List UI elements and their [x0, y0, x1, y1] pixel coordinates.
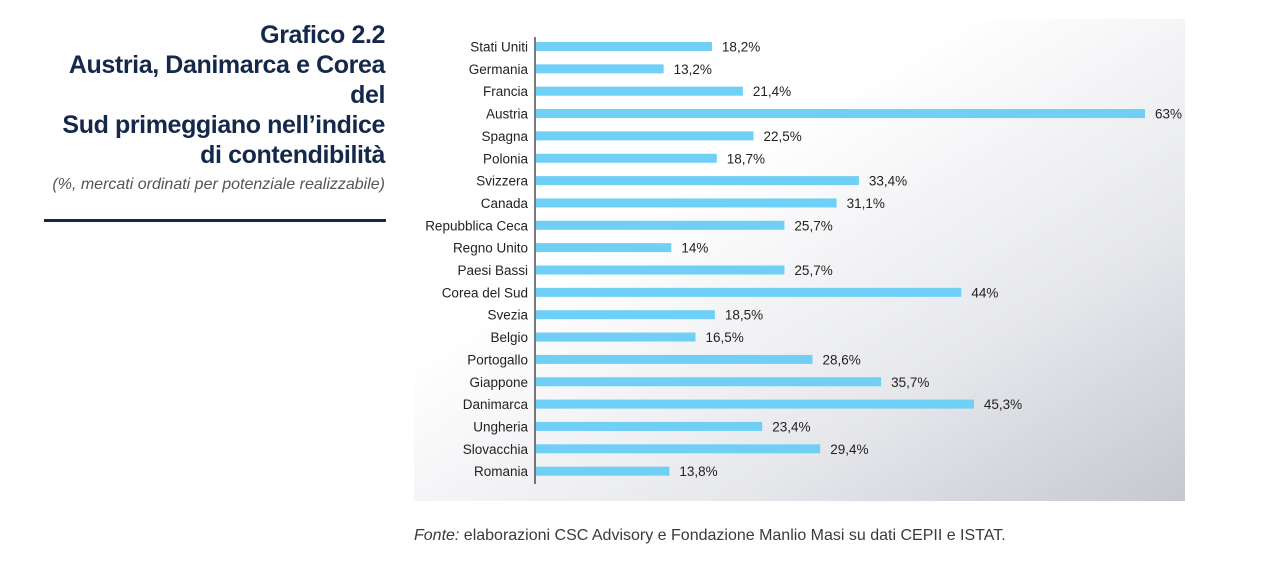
caption-divider	[44, 219, 386, 222]
value-label: 16,5%	[706, 330, 744, 345]
category-label: Giappone	[469, 375, 528, 390]
chart-caption: Grafico 2.2 Austria, Danimarca e Corea d…	[40, 20, 385, 196]
source-prefix: Fonte:	[414, 527, 460, 544]
category-label: Germania	[469, 62, 529, 77]
chart-title-line-1: Austria, Danimarca e Corea del	[68, 51, 386, 109]
bar	[536, 399, 974, 409]
bar	[536, 354, 813, 364]
bar	[536, 109, 1145, 119]
category-label: Spagna	[481, 129, 528, 144]
value-label: 21,4%	[753, 84, 791, 99]
value-label: 25,7%	[794, 263, 832, 278]
value-label: 33,4%	[869, 174, 907, 189]
bar	[536, 444, 821, 454]
value-label: 45,3%	[984, 397, 1022, 412]
value-label: 25,7%	[794, 218, 832, 233]
bar	[536, 86, 743, 96]
category-label: Slovacchia	[463, 442, 529, 457]
bar	[536, 42, 712, 51]
bar	[536, 466, 670, 476]
category-label: Paesi Bassi	[457, 263, 528, 278]
value-label: 18,5%	[725, 308, 763, 323]
bar	[536, 310, 715, 320]
category-label: Corea del Sud	[442, 285, 528, 300]
bar	[536, 220, 785, 230]
category-label: Canada	[481, 196, 529, 211]
chart-title-line-2: Sud primeggiano nell’indice	[62, 111, 385, 139]
bar	[536, 176, 859, 186]
value-label: 31,1%	[847, 196, 885, 211]
bar	[536, 287, 962, 297]
value-label: 63%	[1155, 107, 1182, 122]
category-label: Stati Uniti	[470, 40, 528, 55]
bar	[536, 265, 785, 275]
source-note: Fonte: elaborazioni CSC Advisory e Fonda…	[414, 527, 1006, 545]
value-label: 18,7%	[727, 151, 765, 166]
bar	[536, 243, 672, 253]
bar	[536, 131, 754, 141]
bar	[536, 332, 696, 342]
source-text: elaborazioni CSC Advisory e Fondazione M…	[459, 527, 1006, 544]
value-label: 13,8%	[679, 464, 717, 479]
category-label: Belgio	[490, 330, 528, 345]
value-label: 28,6%	[822, 352, 860, 367]
chart-title: Austria, Danimarca e Corea del Sud prime…	[40, 50, 385, 170]
category-label: Repubblica Ceca	[425, 218, 528, 233]
value-label: 18,2%	[722, 40, 760, 55]
value-label: 29,4%	[830, 442, 868, 457]
value-label: 23,4%	[772, 419, 810, 434]
figure-label: Grafico 2.2	[260, 21, 385, 49]
bar	[536, 64, 664, 74]
category-label: Austria	[486, 107, 529, 122]
bar	[536, 198, 837, 208]
bar	[536, 153, 717, 163]
bar	[536, 377, 882, 387]
category-label: Regno Unito	[453, 241, 528, 256]
category-label: Svizzera	[476, 174, 528, 189]
value-label: 14%	[681, 241, 708, 256]
category-label: Portogallo	[467, 352, 528, 367]
bar	[536, 421, 763, 431]
category-label: Romania	[474, 464, 529, 479]
category-label: Svezia	[487, 308, 528, 323]
category-label: Danimarca	[463, 397, 529, 412]
category-label: Ungheria	[473, 419, 528, 434]
value-label: 22,5%	[764, 129, 802, 144]
chart-title-line-3: di contendibilità	[200, 141, 385, 169]
chart-subtitle: (%, mercati ordinati per potenziale real…	[52, 176, 385, 193]
value-label: 44%	[971, 285, 998, 300]
value-label: 35,7%	[891, 375, 929, 390]
category-label: Francia	[483, 84, 529, 99]
category-label: Polonia	[483, 151, 529, 166]
bar-chart: Stati Uniti 18,2% Germania 13,2% Francia 21,4…	[425, 37, 1182, 484]
value-label: 13,2%	[674, 62, 712, 77]
chart-plot-area: Stati Uniti 18,2% Germania 13,2% Francia 21,4…	[414, 19, 1185, 501]
